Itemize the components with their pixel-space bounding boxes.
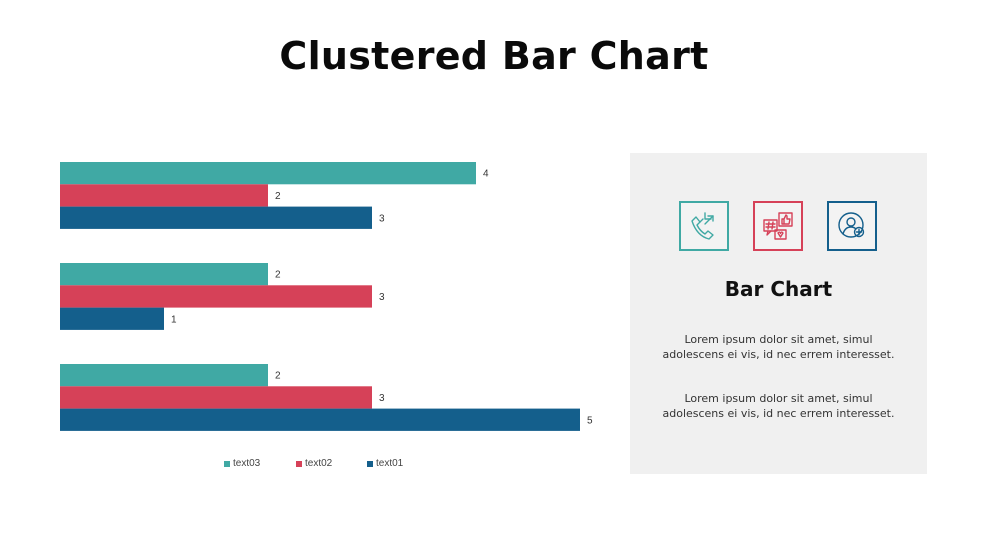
bar-text01-group-2	[60, 307, 164, 330]
user-settings-icon	[838, 212, 865, 238]
bar-text01-group-3	[60, 408, 580, 431]
bar-text03-group-3	[60, 364, 268, 387]
legend-swatch	[296, 460, 302, 467]
bar-text02-group-1	[60, 184, 268, 207]
bar-text01-group-1	[60, 206, 372, 229]
legend-swatch	[367, 460, 373, 467]
panel-paragraph-2: Lorem ipsum dolor sit amet, simul adoles…	[650, 391, 907, 421]
data-label: 5	[587, 415, 593, 426]
data-label: 2	[275, 371, 281, 382]
legend-item-series-3: text01	[367, 458, 403, 469]
panel-paragraph-1: Lorem ipsum dolor sit amet, simul adoles…	[650, 332, 907, 362]
info-panel: Bar Chart Lorem ipsum dolor sit amet, si…	[630, 153, 927, 474]
legend-swatch	[224, 460, 230, 467]
legend-item-series-2: text02	[296, 458, 332, 469]
chart-title: Clustered Bar Chart	[279, 34, 709, 78]
bar-text02-group-3	[60, 386, 372, 409]
phone-call-icon	[691, 212, 714, 240]
chart-legend: text03 text02 text01	[60, 458, 580, 472]
data-label: 4	[483, 169, 489, 180]
panel-paragraph-line: adolescens ei vis, id nec errem interess…	[662, 407, 895, 420]
data-label: 2	[275, 191, 281, 202]
legend-label: text02	[305, 458, 333, 469]
data-label: 2	[275, 270, 281, 281]
panel-paragraph-line: Lorem ipsum dolor sit amet, simul	[684, 333, 873, 346]
legend-item-series-1: text03	[224, 458, 260, 469]
bar-text03-group-2	[60, 263, 268, 286]
panel-paragraph-line: Lorem ipsum dolor sit amet, simul	[684, 392, 873, 405]
bar-text02-group-2	[60, 285, 372, 308]
social-media-icon	[763, 212, 793, 240]
social-media-icon-box	[753, 201, 803, 251]
phone-call-icon-box	[679, 201, 729, 251]
user-settings-icon-box	[827, 201, 877, 251]
bar-text03-group-1	[60, 162, 476, 185]
data-label: 3	[379, 213, 385, 224]
legend-label: text01	[376, 458, 404, 469]
data-label: 1	[171, 314, 177, 325]
legend-label: text03	[233, 458, 261, 469]
panel-title: Bar Chart	[724, 277, 833, 301]
data-label: 3	[379, 393, 385, 404]
data-label: 3	[379, 292, 385, 303]
panel-paragraph-line: adolescens ei vis, id nec errem interess…	[662, 348, 895, 361]
